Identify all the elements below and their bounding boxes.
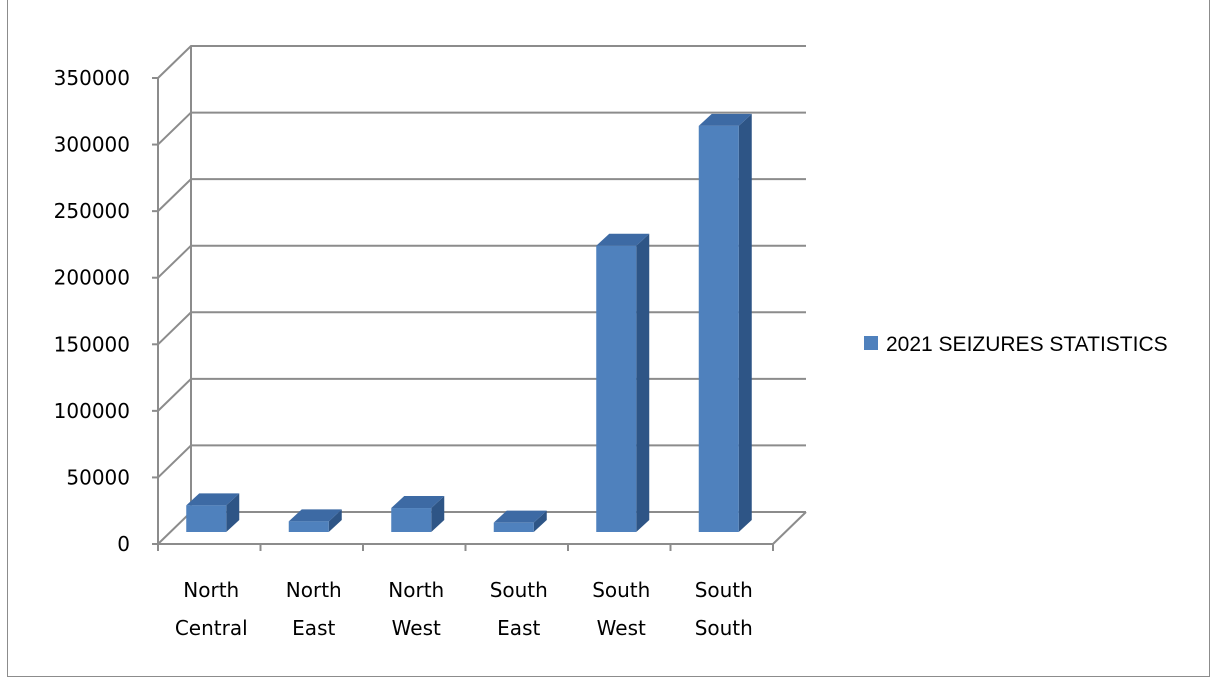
legend: 2021 SEIZURES STATISTICS [864,333,1168,356]
bar-top [493,510,547,523]
bar-side [533,510,547,532]
bar-top [288,509,342,522]
y-tick-label: 0 [117,532,130,556]
legend-swatch [864,336,878,350]
bar-top [391,496,445,509]
bar-front [596,245,637,532]
legend-label: 2021 SEIZURES STATISTICS [886,333,1168,356]
x-category-label: North East [286,578,342,640]
y-tick-label: 200000 [54,266,130,290]
bar-front [698,125,739,533]
bar-top [698,113,752,126]
bar-side [636,233,650,532]
bar-top [596,233,650,246]
bar-side [738,113,752,533]
x-category-label: South East [490,578,548,640]
bar-front [288,521,329,532]
bar [186,493,240,532]
gridline [157,45,806,79]
y-tick-label: 100000 [54,399,130,423]
bar-side [226,493,240,532]
labels-layer: 0 50000 100000 150000 200000 250000 300000 3500… [54,66,753,640]
chart-frame [7,0,1210,677]
bars-layer [186,113,752,533]
axis-layer [152,46,807,551]
bar-front [391,508,432,532]
bar [391,496,445,532]
y-tick-label: 300000 [54,133,130,157]
floor-right-edge [772,511,807,545]
bar-side [431,496,445,532]
bar [596,233,650,532]
bar-front [493,522,534,532]
bar-top [186,493,240,506]
x-category-label: North West [388,578,444,640]
y-tick-label: 150000 [54,332,130,356]
bar [493,510,547,532]
bar-front [186,505,227,532]
x-category-label: South South [695,578,753,640]
y-tick-label: 50000 [66,465,130,489]
y-tick-label: 250000 [54,199,130,223]
bar [698,113,752,533]
x-category-label: North Central [175,578,248,640]
bar-side [328,509,342,532]
y-tick-label: 350000 [54,66,130,90]
bar [288,509,342,532]
x-category-label: South West [592,578,650,640]
